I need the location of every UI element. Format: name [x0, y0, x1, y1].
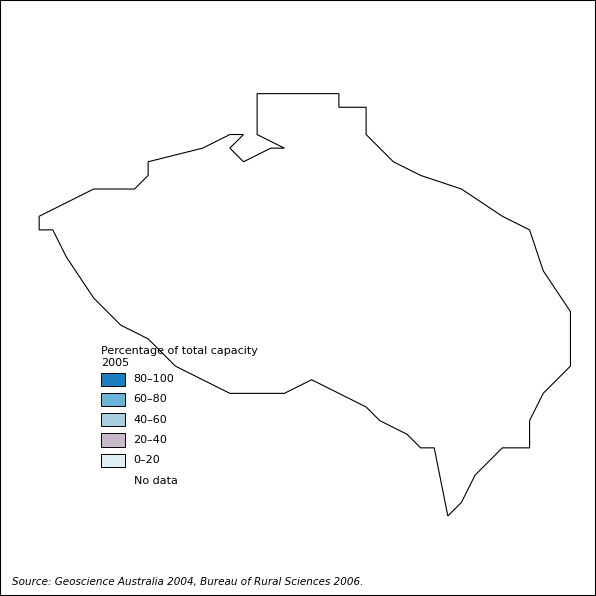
Text: Percentage of total capacity
2005: Percentage of total capacity 2005 [101, 346, 258, 368]
Text: 40–60: 40–60 [134, 415, 167, 425]
Text: Source: Geoscience Australia 2004, Bureau of Rural Sciences 2006.: Source: Geoscience Australia 2004, Burea… [12, 577, 364, 587]
FancyBboxPatch shape [101, 413, 125, 426]
Text: 60–80: 60–80 [134, 395, 167, 404]
Text: No data: No data [134, 476, 178, 486]
FancyBboxPatch shape [101, 372, 125, 386]
FancyBboxPatch shape [101, 474, 125, 488]
FancyBboxPatch shape [101, 454, 125, 467]
FancyBboxPatch shape [101, 433, 125, 446]
Polygon shape [39, 94, 570, 516]
FancyBboxPatch shape [101, 393, 125, 406]
Text: 0–20: 0–20 [134, 455, 160, 465]
Text: 80–100: 80–100 [134, 374, 174, 384]
Text: 20–40: 20–40 [134, 435, 167, 445]
